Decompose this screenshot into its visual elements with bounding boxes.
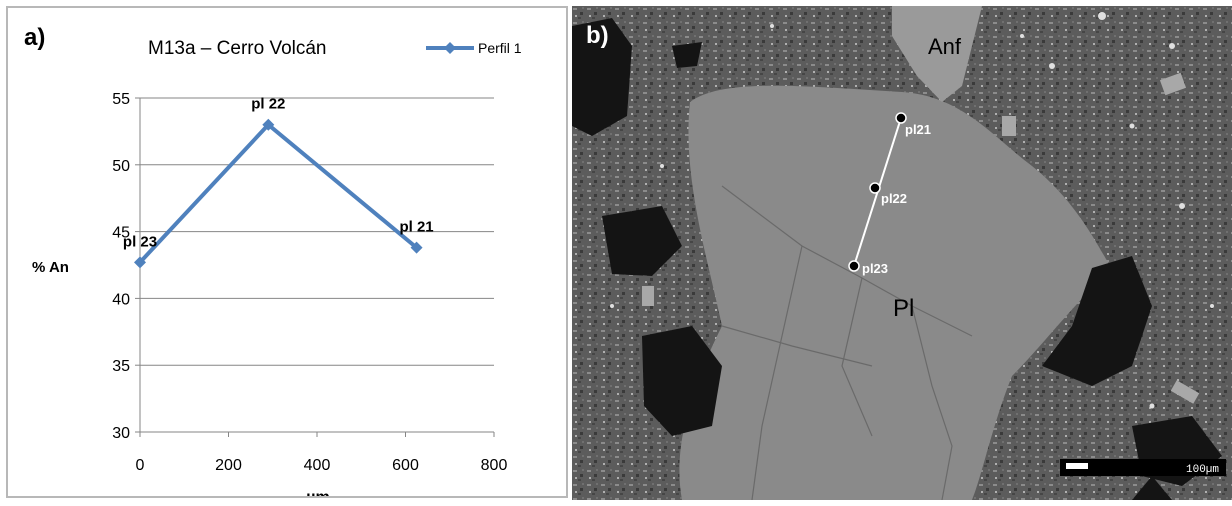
profile-label-pl22: pl22: [881, 191, 907, 206]
panel-label-b: b): [586, 22, 609, 49]
chart-title: M13a – Cerro Volcán: [148, 38, 327, 59]
data-label: pl 23: [123, 233, 157, 250]
scale-bar-box: [1060, 459, 1226, 476]
line-chart: 30 35 40 45 50 55 0 200 400 600 800 % An µm M13a – Ce…: [32, 38, 522, 496]
profile-point-pl21: [895, 112, 907, 124]
profile-point-pl22: [869, 182, 881, 194]
profile-label-pl23: pl23: [862, 261, 888, 276]
x-axis-label: µm: [306, 489, 329, 496]
legend-label: Perfil 1: [478, 40, 522, 56]
crystal-cracks: [721, 185, 973, 500]
chart-panel: a) 30 35 40 45 50 55 0 200 400 600 800 % An µm M13a –…: [6, 6, 568, 498]
plagioclase-crystal: [679, 85, 1112, 500]
x-tick-label: 800: [481, 457, 508, 474]
profile-point-pl23: [848, 260, 860, 272]
amphibole-crystal: [892, 6, 982, 102]
x-tick-label: 200: [215, 457, 242, 474]
y-tick-label: 35: [112, 358, 130, 375]
x-tick-label: 0: [136, 457, 145, 474]
bright-crystals: [610, 12, 1214, 409]
micrograph-panel: Anf Pl pl21 pl22 pl23 100µm b): [572, 6, 1232, 500]
mineral-label-anf: Anf: [928, 34, 962, 59]
y-tick-label: 30: [112, 425, 130, 442]
data-point: [262, 118, 275, 131]
x-tick-label: 600: [392, 457, 419, 474]
y-axis-label: % An: [32, 259, 69, 276]
mineral-label-pl: Pl: [893, 295, 914, 322]
bse-micrograph: Anf Pl pl21 pl22 pl23 100µm: [572, 6, 1232, 500]
y-tick-label: 55: [112, 91, 130, 108]
profile-label-pl21: pl21: [905, 122, 931, 137]
series-line: [138, 122, 418, 264]
scale-bar: [1066, 463, 1088, 469]
vesicles: [572, 18, 1222, 500]
groundmass-crystals: [642, 72, 1200, 404]
y-tick-label: 50: [112, 158, 130, 175]
data-point: [134, 256, 146, 269]
y-tick-label: 45: [112, 225, 130, 242]
scale-bar-label: 100µm: [1186, 464, 1219, 476]
y-tick-label: 40: [112, 291, 130, 308]
data-point: [410, 241, 423, 254]
x-tick-label: 400: [304, 457, 331, 474]
data-label: pl 21: [399, 219, 433, 236]
data-label: pl 22: [251, 96, 285, 113]
legend-marker: [444, 42, 456, 54]
panel-label-a: a): [24, 24, 46, 51]
